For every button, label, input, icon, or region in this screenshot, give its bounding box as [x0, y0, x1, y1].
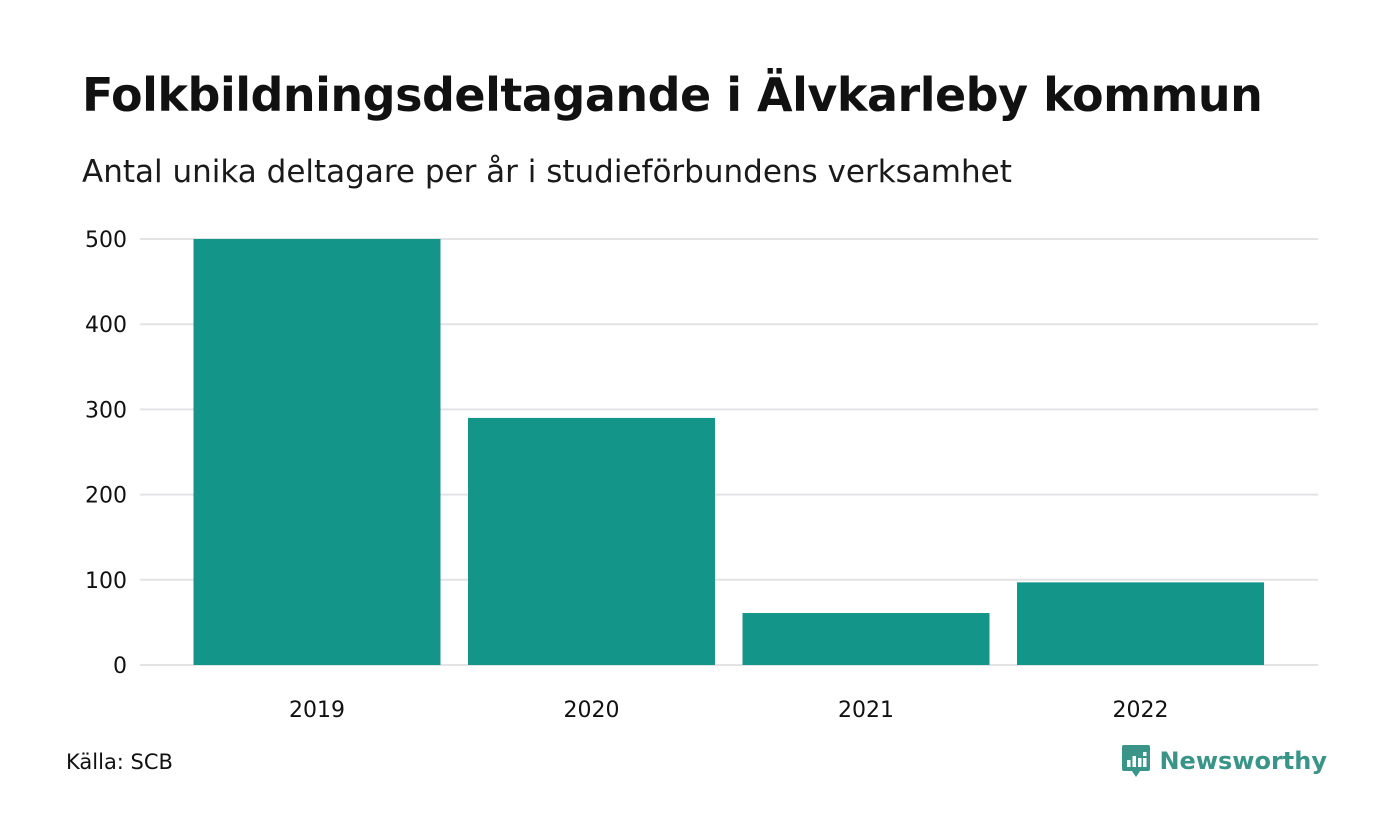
chart-title: Folkbildningsdeltagande i Älvkarleby kom…: [82, 68, 1263, 122]
y-tick-label: 0: [113, 654, 127, 679]
source-note: Källa: SCB: [66, 750, 173, 774]
x-axis-ticks: 2019 2020 2021 2022: [289, 698, 1169, 723]
bars: [193, 239, 1264, 665]
x-tick-label: 2019: [289, 698, 345, 723]
bar-2021: [742, 613, 990, 665]
y-tick-label: 300: [85, 398, 127, 423]
y-axis-ticks: 0 100 200 300 400 500: [85, 228, 127, 679]
newsworthy-chart-bubble-icon: [1122, 745, 1151, 777]
x-tick-label: 2021: [838, 698, 894, 723]
y-tick-label: 400: [85, 313, 127, 338]
bar-2020: [468, 417, 715, 665]
newsworthy-logo: Newsworthy: [1121, 744, 1327, 778]
y-tick-label: 200: [85, 484, 127, 509]
x-tick-label: 2022: [1113, 698, 1169, 723]
chart-subtitle: Antal unika deltagare per år i studieför…: [82, 154, 1012, 190]
brand-name: Newsworthy: [1159, 747, 1327, 775]
y-tick-label: 100: [85, 569, 127, 594]
y-tick-label: 500: [85, 228, 127, 253]
x-tick-label: 2020: [564, 698, 620, 723]
bar-2022: [1017, 582, 1264, 665]
bar-2019: [193, 239, 441, 665]
